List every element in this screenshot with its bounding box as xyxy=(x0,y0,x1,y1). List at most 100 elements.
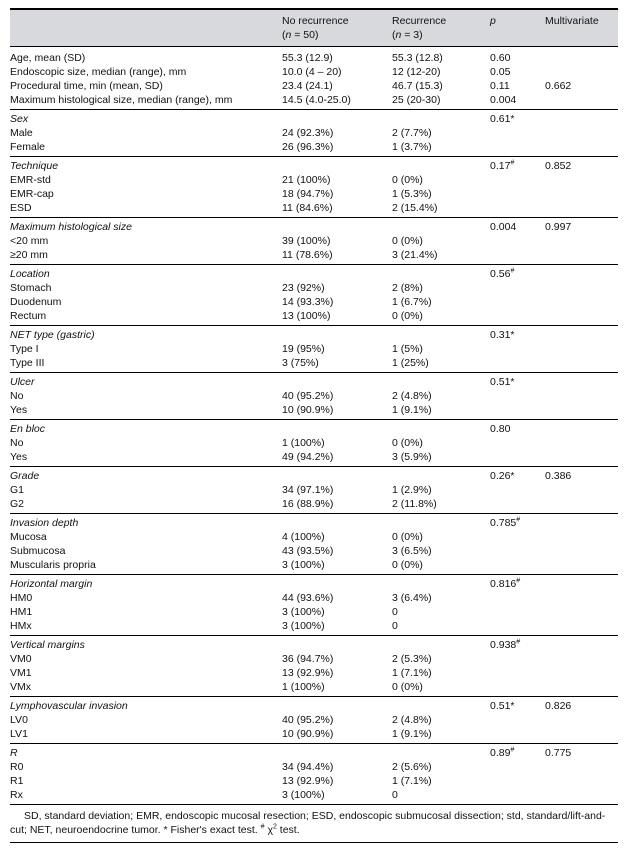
header-no-recurrence: No recurrence (n = 50) xyxy=(282,9,392,47)
cell-multivariate xyxy=(545,450,618,467)
cell-recurrence: 0 (0%) xyxy=(392,174,423,186)
cell-multivariate xyxy=(545,544,618,558)
row-label: VMx xyxy=(10,681,31,693)
cell-p xyxy=(490,483,545,497)
row-label: Endoscopic size, median (range), mm xyxy=(10,66,187,78)
cell-no-recurrence xyxy=(282,467,392,484)
table-row: ≥20 mm 11 (78.6%) 3 (21.4%) xyxy=(10,248,618,265)
cell-recurrence: 3 (21.4%) xyxy=(392,249,438,261)
cell-p xyxy=(490,450,545,467)
cell-multivariate xyxy=(545,558,618,575)
row-label: Male xyxy=(10,127,33,139)
cell-no-recurrence: 3 (100%) xyxy=(282,559,325,571)
header-p-value: p xyxy=(490,9,545,47)
cell-multivariate xyxy=(545,774,618,788)
cell-no-recurrence: 11 (84.6%) xyxy=(282,202,333,214)
table-row: Duodenum 14 (93.3%) 1 (6.7%) xyxy=(10,295,618,309)
cell-p: 0.17# xyxy=(490,159,515,173)
table-section: R 0.89# 0.775 R0 34 (94.4%) 2 (5.6%) R1 13 (92.… xyxy=(10,743,618,805)
row-label: G1 xyxy=(10,484,25,496)
section-title-row: Horizontal margin 0.816# xyxy=(10,575,618,592)
cell-no-recurrence: 39 (100%) xyxy=(282,235,331,247)
footnote-chi-symbol: χ xyxy=(264,824,273,836)
cell-multivariate xyxy=(545,760,618,774)
cell-no-recurrence: 10.0 (4 – 20) xyxy=(282,66,342,78)
cell-p: 0.004 xyxy=(490,221,517,233)
row-label: Maximum histological size, median (range… xyxy=(10,94,233,106)
row-label: Submucosa xyxy=(10,545,66,557)
cell-recurrence: 2 (4.8%) xyxy=(392,714,432,726)
row-label: LV1 xyxy=(10,728,28,740)
row-label: Duodenum xyxy=(10,296,62,308)
cell-no-recurrence: 14.5 (4.0-25.0) xyxy=(282,94,351,106)
cell-multivariate xyxy=(545,403,618,420)
row-label: G2 xyxy=(10,498,25,510)
cell-p: 0.05 xyxy=(490,66,511,78)
section-title: En bloc xyxy=(10,423,46,435)
row-label: Mucosa xyxy=(10,531,47,543)
table-row: No 1 (100%) 0 (0%) xyxy=(10,436,618,450)
cell-multivariate xyxy=(545,591,618,605)
cell-multivariate xyxy=(545,187,618,201)
cell-recurrence xyxy=(392,110,490,127)
cell-recurrence: 3 (6.5%) xyxy=(392,545,432,557)
cell-p xyxy=(490,140,545,157)
cell-recurrence: 0 (0%) xyxy=(392,559,423,571)
cell-no-recurrence: 43 (93.5%) xyxy=(282,545,334,557)
cell-recurrence xyxy=(392,636,490,653)
cell-multivariate: 0.775 xyxy=(545,747,572,759)
footnote-squared-superscript: 2 xyxy=(272,823,277,831)
cell-p: 0.60 xyxy=(490,52,511,64)
table-row: Yes 10 (90.9%) 1 (9.1%) xyxy=(10,403,618,420)
cell-multivariate xyxy=(545,575,618,592)
cell-recurrence: 0 (0%) xyxy=(392,310,423,322)
cell-no-recurrence: 55.3 (12.9) xyxy=(282,52,333,64)
cell-recurrence: 1 (7.1%) xyxy=(392,667,432,679)
cell-no-recurrence xyxy=(282,697,392,714)
section-title: R xyxy=(10,747,18,759)
row-label: Yes xyxy=(10,404,28,416)
section-title: Maximum histological size xyxy=(10,221,132,233)
cell-no-recurrence: 40 (95.2%) xyxy=(282,390,334,402)
cell-p xyxy=(490,652,545,666)
cell-p xyxy=(490,530,545,544)
cell-p xyxy=(490,403,545,420)
cell-p xyxy=(490,788,545,805)
cell-multivariate xyxy=(545,47,618,66)
row-label: LV0 xyxy=(10,714,28,726)
cell-recurrence: 1 (6.7%) xyxy=(392,296,432,308)
row-label: Stomach xyxy=(10,282,52,294)
table-header: No recurrence (n = 50) Recurrence (n = 3… xyxy=(10,9,618,47)
cell-recurrence: 1 (7.1%) xyxy=(392,775,432,787)
header-no-recurrence-title: No recurrence xyxy=(282,15,349,27)
cell-multivariate xyxy=(545,727,618,744)
cell-multivariate xyxy=(545,636,618,653)
table-section: Maximum histological size 0.004 0.997 <20 m… xyxy=(10,217,618,265)
cell-recurrence: 1 (9.1%) xyxy=(392,728,432,740)
section-title: Lymphovascular invasion xyxy=(10,700,128,712)
cell-no-recurrence: 10 (90.9%) xyxy=(282,728,334,740)
cell-p xyxy=(490,619,545,636)
cell-no-recurrence xyxy=(282,514,392,531)
cell-multivariate xyxy=(545,201,618,218)
table-footnote: SD, standard deviation; EMR, endoscopic … xyxy=(10,805,618,843)
cell-recurrence xyxy=(392,744,490,761)
table-row: No 40 (95.2%) 2 (4.8%) xyxy=(10,389,618,403)
table-row: ESD 11 (84.6%) 2 (15.4%) xyxy=(10,201,618,218)
cell-multivariate xyxy=(545,234,618,248)
row-label: Rectum xyxy=(10,310,47,322)
table-row: R0 34 (94.4%) 2 (5.6%) xyxy=(10,760,618,774)
header-recurrence: Recurrence (n = 3) xyxy=(392,9,490,47)
cell-p xyxy=(490,248,545,265)
cell-recurrence: 2 (4.8%) xyxy=(392,390,432,402)
cell-recurrence: 1 (25%) xyxy=(392,357,429,369)
row-label: HM1 xyxy=(10,606,33,618)
cell-multivariate xyxy=(545,356,618,373)
row-label: Age, mean (SD) xyxy=(10,52,86,64)
p-superscript: # xyxy=(510,159,515,167)
header-no-recurrence-n: (n = 50) xyxy=(282,28,319,41)
cell-no-recurrence: 3 (100%) xyxy=(282,789,325,801)
cell-recurrence: 0 (0%) xyxy=(392,437,423,449)
table-section: Grade 0.26* 0.386 G1 34 (97.1%) 1 (2.9%) G2 16 … xyxy=(10,466,618,514)
